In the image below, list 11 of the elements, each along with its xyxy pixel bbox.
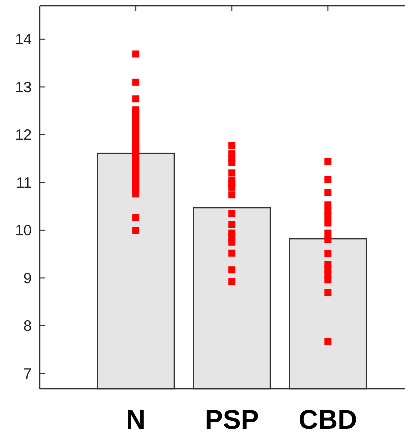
x-tick-label: N xyxy=(126,405,146,435)
y-tick-label: 10 xyxy=(15,222,32,240)
y-tick-label: 12 xyxy=(15,127,32,144)
x-tick-label: CBD xyxy=(298,405,358,435)
y-tick-label: 7 xyxy=(24,366,32,383)
y-tick-label: 14 xyxy=(15,32,32,49)
y-tick-label: 13 xyxy=(15,79,32,96)
x-tick-label: PSP xyxy=(205,405,260,435)
y-tick-label: 11 xyxy=(16,174,32,192)
y-tick-label: 8 xyxy=(24,318,32,336)
y-tick-label: 9 xyxy=(24,270,32,288)
